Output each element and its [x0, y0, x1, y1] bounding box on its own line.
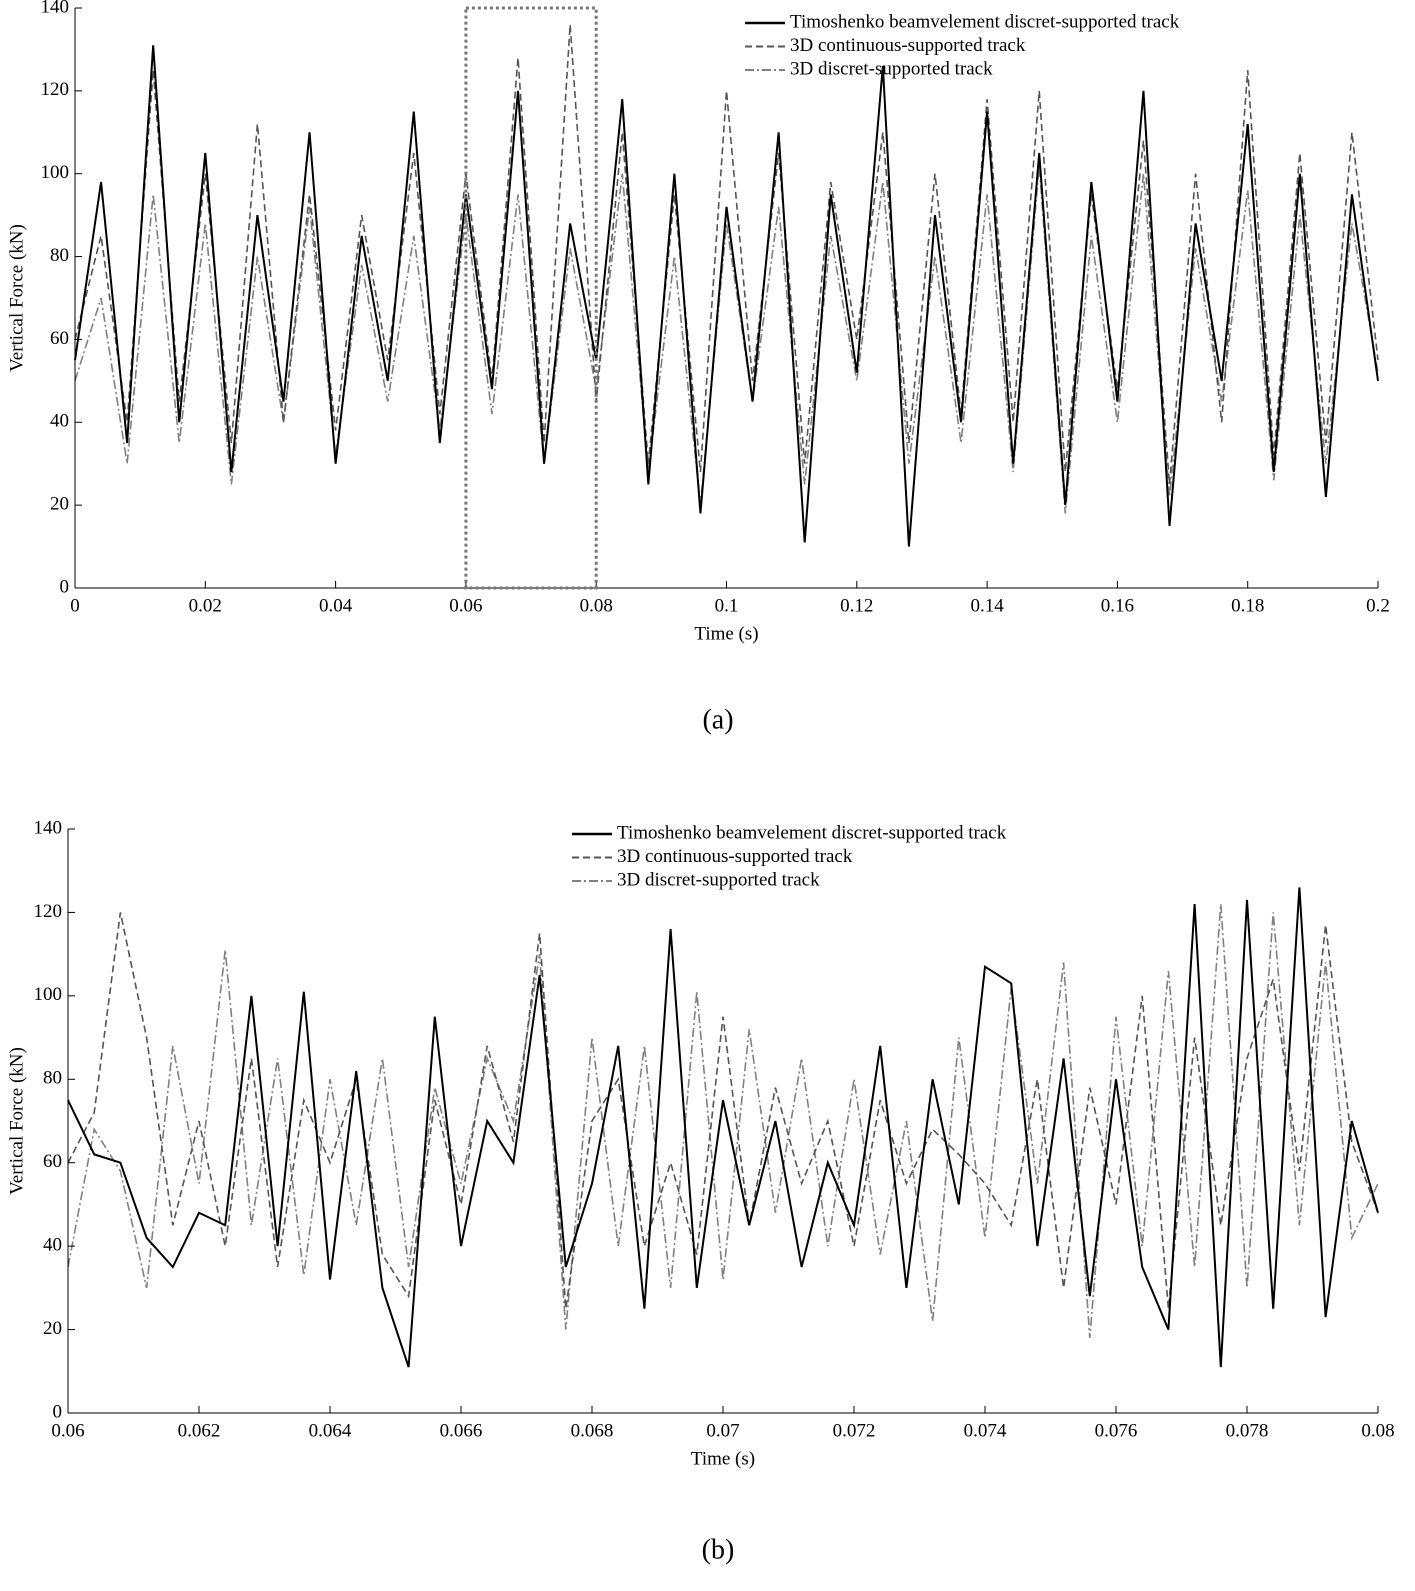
- x-tick-label: 0.074: [964, 1420, 1007, 1441]
- x-tick-label: 0.02: [189, 595, 222, 616]
- x-axis-label: Time (s): [694, 623, 758, 644]
- x-tick-label: 0: [70, 595, 80, 616]
- x-tick-label: 0.12: [840, 595, 873, 616]
- legend-label: 3D continuous-supported track: [617, 846, 853, 867]
- y-tick-label: 80: [43, 1068, 62, 1089]
- y-axis-label: Vertical Force (kN): [6, 224, 27, 372]
- x-tick-label: 0.078: [1226, 1420, 1269, 1441]
- caption: (a): [702, 704, 733, 735]
- y-tick-label: 140: [41, 0, 70, 17]
- x-tick-label: 0.06: [51, 1420, 84, 1441]
- legend-label: 3D discret-supported track: [617, 869, 820, 890]
- x-tick-label: 0.18: [1231, 595, 1264, 616]
- series-line: [74, 45, 1379, 547]
- x-tick-label: 0.1: [715, 595, 739, 616]
- y-tick-label: 140: [34, 817, 63, 838]
- series-line: [74, 24, 1379, 485]
- y-tick-label: 40: [50, 411, 69, 432]
- y-axis-label: Vertical Force (kN): [6, 1047, 27, 1195]
- y-tick-label: 0: [53, 1401, 63, 1422]
- y-tick-label: 100: [41, 162, 70, 183]
- legend-label: Timoshenko beamvelement discret-supporte…: [790, 11, 1180, 32]
- series-line: [67, 904, 1379, 1338]
- x-tick-label: 0.068: [571, 1420, 614, 1441]
- legend-label: Timoshenko beamvelement discret-supporte…: [617, 822, 1007, 843]
- x-tick-label: 0.076: [1095, 1420, 1138, 1441]
- y-tick-label: 20: [50, 494, 69, 515]
- x-tick-label: 0.06: [449, 595, 482, 616]
- y-tick-label: 120: [41, 79, 70, 100]
- x-tick-label: 0.16: [1101, 595, 1134, 616]
- zoom-box: [464, 6, 598, 590]
- y-tick-label: 60: [43, 1151, 62, 1172]
- series-line: [67, 887, 1379, 1368]
- x-tick-label: 0.08: [1361, 1420, 1394, 1441]
- y-tick-label: 100: [34, 984, 63, 1005]
- caption: (b): [702, 1534, 735, 1565]
- x-tick-label: 0.08: [580, 595, 613, 616]
- y-tick-label: 40: [43, 1235, 62, 1256]
- y-tick-label: 80: [50, 245, 69, 266]
- x-tick-label: 0.2: [1366, 595, 1390, 616]
- x-axis-label: Time (s): [691, 1448, 755, 1469]
- x-tick-label: 0.064: [309, 1420, 352, 1441]
- y-tick-label: 120: [34, 901, 63, 922]
- y-tick-label: 20: [43, 1318, 62, 1339]
- legend-label: 3D continuous-supported track: [790, 35, 1026, 56]
- series-line: [67, 912, 1379, 1309]
- y-tick-label: 60: [50, 328, 69, 349]
- x-tick-label: 0.066: [440, 1420, 483, 1441]
- x-tick-label: 0.062: [178, 1420, 221, 1441]
- x-tick-label: 0.07: [706, 1420, 739, 1441]
- x-tick-label: 0.14: [970, 595, 1004, 616]
- x-tick-label: 0.04: [319, 595, 353, 616]
- x-tick-label: 0.072: [833, 1420, 876, 1441]
- y-tick-label: 0: [60, 576, 70, 597]
- legend-label: 3D discret-supported track: [790, 58, 993, 79]
